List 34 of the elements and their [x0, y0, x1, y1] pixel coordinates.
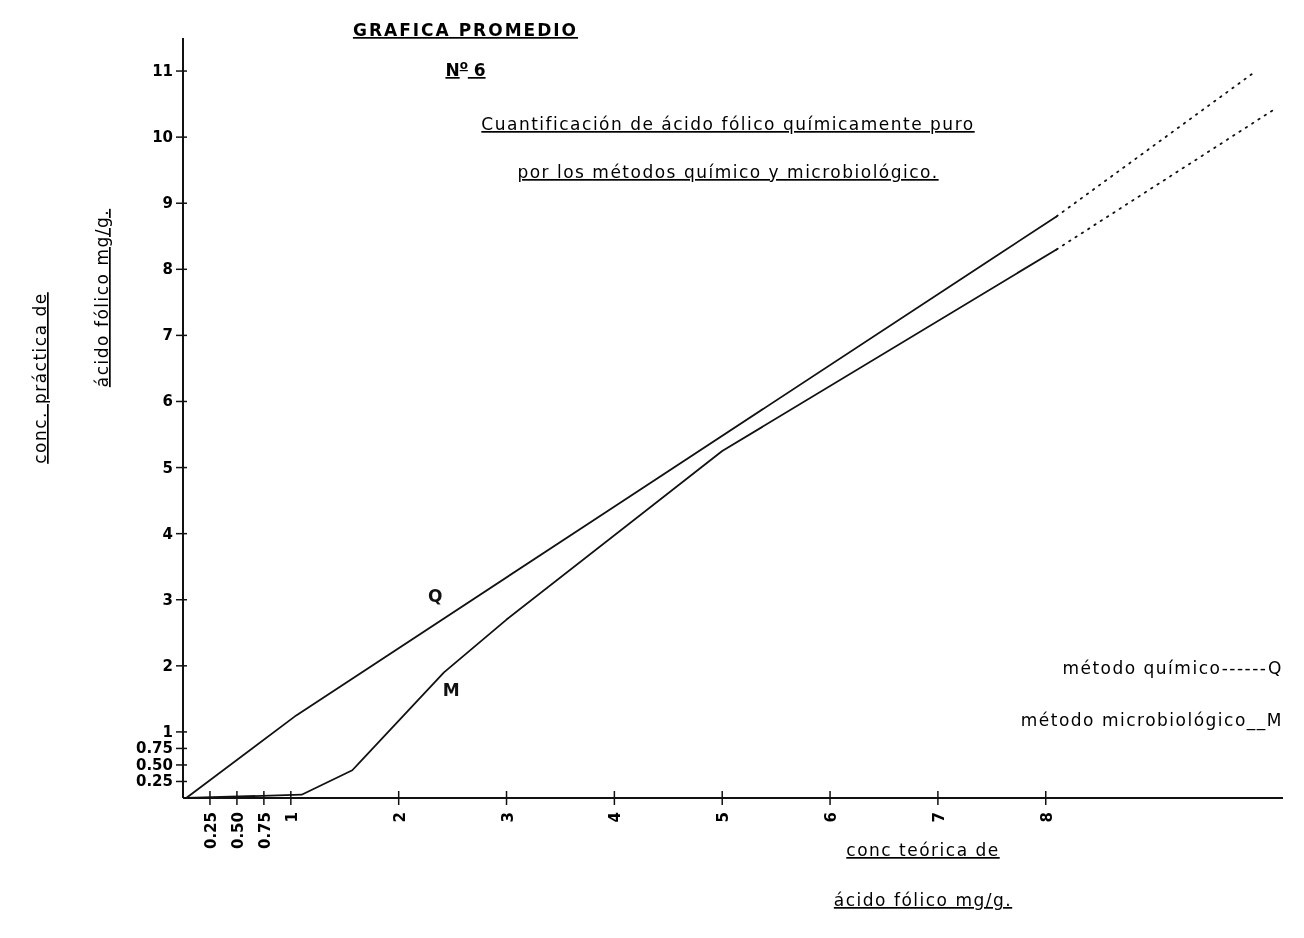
y-tick-label: 9	[162, 194, 173, 213]
x-tick-label: 0.25	[201, 812, 220, 850]
x-tick-label: 7	[929, 812, 948, 823]
y-tick-label: 0.25	[135, 772, 173, 791]
series-label: Q	[428, 586, 443, 607]
y-tick-label: 10	[152, 128, 173, 147]
y-tick-label: 6	[162, 392, 173, 411]
x-tick-label: 3	[498, 812, 517, 823]
x-tick-label: 1	[282, 812, 301, 823]
y-tick-label: 7	[162, 326, 173, 345]
text: conc. práctica de ácido fólico mg/g.	[30, 208, 112, 464]
text: Cuantificación de ácido fólico químicamente puro por los métodos químico y microbiológico.	[481, 114, 975, 182]
annotation: método químico------Q	[1062, 657, 1283, 678]
series-label: M	[442, 679, 460, 700]
y-tick-label: 4	[162, 524, 173, 543]
x-tick-label: 8	[1037, 812, 1056, 823]
x-tick-label: 4	[606, 812, 625, 823]
chart-title: GRAFICA PROMEDIO	[352, 20, 579, 40]
x-tick-label: 6	[822, 812, 841, 823]
y-tick-label: 11	[152, 62, 173, 81]
x-tick-label: 0.50	[228, 812, 247, 850]
y-tick-label: 0.75	[135, 739, 173, 758]
x-tick-label: 2	[390, 812, 409, 823]
y-tick-label: 8	[162, 260, 173, 279]
y-tick-label: 5	[162, 458, 173, 477]
y-tick-label: 0.50	[135, 755, 173, 774]
text: conc teórica de ácido fólico mg/g.	[833, 840, 1013, 910]
text: N$^{o}$ 6	[445, 58, 486, 80]
y-tick-label: 1	[162, 722, 173, 741]
x-tick-label: 0.75	[255, 812, 274, 850]
y-tick-label: 2	[162, 656, 173, 675]
x-tick-label: 5	[714, 812, 733, 823]
annotation: método microbiológico__M	[1020, 709, 1283, 731]
y-tick-label: 3	[162, 590, 173, 609]
